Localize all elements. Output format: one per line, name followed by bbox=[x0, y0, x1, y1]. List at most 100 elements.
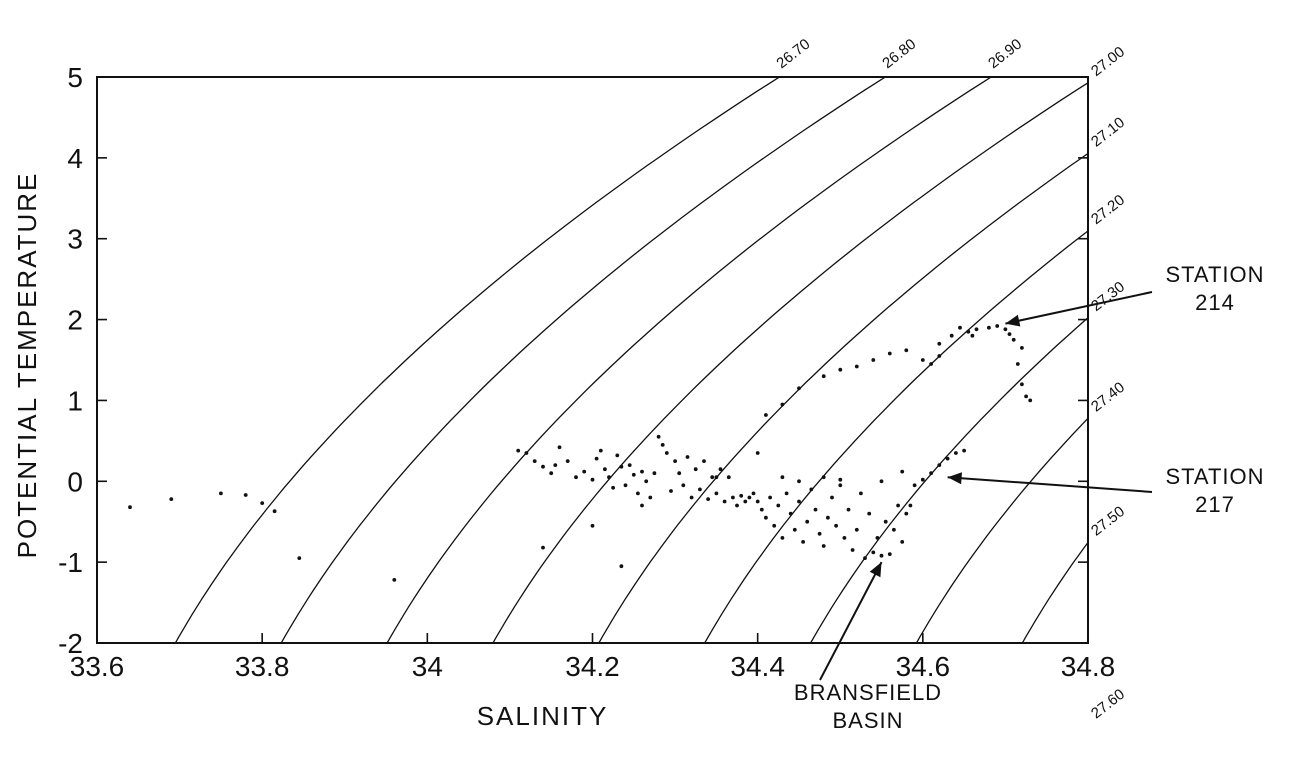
data-point bbox=[743, 499, 748, 504]
isopycnal-label: 27.30 bbox=[1088, 278, 1128, 315]
isopycnal-label: 27.60 bbox=[1088, 686, 1128, 723]
data-point bbox=[615, 453, 620, 458]
isopycnal-label: 27.50 bbox=[1088, 503, 1128, 540]
isopycnal-lines bbox=[174, 61, 1293, 659]
data-point bbox=[842, 536, 847, 540]
data-point bbox=[272, 509, 277, 514]
y-tick-label: 3 bbox=[67, 224, 83, 255]
data-point bbox=[937, 341, 942, 346]
data-point bbox=[772, 523, 777, 528]
isopycnal-label: 26.70 bbox=[773, 36, 813, 73]
isopycnal-line bbox=[598, 152, 1088, 643]
data-point bbox=[644, 479, 649, 484]
data-point bbox=[710, 475, 715, 480]
data-point bbox=[937, 354, 942, 358]
data-point bbox=[995, 324, 1000, 328]
data-point bbox=[648, 495, 653, 500]
isopycnal-line bbox=[1225, 61, 1293, 659]
data-point bbox=[392, 578, 397, 582]
y-tick-label: 0 bbox=[67, 466, 83, 497]
data-point bbox=[636, 491, 640, 496]
annotation-arrowhead bbox=[1005, 314, 1021, 327]
data-point bbox=[685, 455, 690, 459]
data-point bbox=[768, 495, 772, 500]
data-point bbox=[524, 451, 529, 455]
data-point bbox=[640, 469, 644, 474]
isopycnal-label: 27.00 bbox=[1088, 43, 1128, 80]
data-point bbox=[1020, 382, 1024, 387]
data-point bbox=[1024, 394, 1028, 399]
data-point bbox=[532, 459, 537, 463]
data-point bbox=[574, 475, 578, 480]
annotation-label: BRANSFIELD bbox=[794, 680, 942, 705]
isopycnal-label: 27.20 bbox=[1088, 192, 1128, 229]
data-point bbox=[619, 564, 624, 569]
isopycnal-line bbox=[703, 230, 1088, 643]
data-point bbox=[553, 463, 558, 467]
data-point bbox=[726, 475, 731, 480]
data-point bbox=[582, 469, 587, 474]
y-tick-label: 5 bbox=[67, 62, 83, 93]
data-points bbox=[128, 324, 1033, 582]
data-point bbox=[664, 451, 669, 455]
data-point bbox=[904, 348, 909, 353]
data-point bbox=[792, 527, 797, 532]
data-point bbox=[784, 491, 789, 496]
isopycnal-label: 27.40 bbox=[1088, 379, 1128, 416]
data-point bbox=[776, 503, 781, 508]
annotation-label: STATION bbox=[1165, 262, 1264, 287]
data-point bbox=[920, 477, 925, 482]
data-point bbox=[698, 487, 702, 492]
data-point bbox=[838, 367, 843, 372]
data-point bbox=[805, 519, 810, 524]
isopycnal-line bbox=[174, 77, 781, 643]
x-tick-label: 34.8 bbox=[1061, 651, 1116, 682]
data-point bbox=[871, 358, 876, 362]
annotation-label: 214 bbox=[1195, 290, 1235, 315]
isopycnal-label: 27.10 bbox=[1088, 114, 1128, 151]
data-point bbox=[731, 495, 735, 500]
data-point bbox=[883, 519, 888, 524]
isopycnal-line bbox=[280, 77, 887, 643]
annotation-arrow-line bbox=[947, 476, 1153, 493]
data-point bbox=[673, 459, 677, 463]
data-point bbox=[863, 556, 867, 560]
data-point bbox=[797, 479, 801, 484]
data-point bbox=[677, 471, 682, 476]
data-point bbox=[722, 499, 727, 504]
x-tick-label: 34.6 bbox=[896, 651, 951, 682]
data-point bbox=[598, 448, 603, 453]
x-tick-label: 33.6 bbox=[70, 651, 125, 682]
data-point bbox=[541, 464, 545, 469]
data-point bbox=[681, 483, 686, 488]
x-tick-label: 33.8 bbox=[235, 651, 290, 682]
data-point bbox=[871, 550, 876, 555]
data-point bbox=[780, 475, 785, 480]
data-point bbox=[879, 479, 884, 484]
data-point bbox=[875, 536, 880, 540]
isopycnal-label: 26.80 bbox=[879, 36, 919, 73]
data-point bbox=[887, 351, 892, 356]
isopycnal-line bbox=[915, 417, 1088, 643]
data-point bbox=[689, 495, 694, 500]
annotation-label: BASIN bbox=[832, 708, 903, 733]
data-point bbox=[627, 463, 632, 467]
data-point bbox=[702, 459, 706, 463]
annotations: STATION 214 STATION 217 BRANSFIELD BASIN bbox=[794, 262, 1264, 733]
data-point bbox=[607, 475, 611, 480]
data-point bbox=[887, 552, 892, 556]
data-point bbox=[1007, 332, 1012, 336]
data-point bbox=[987, 325, 991, 330]
data-point bbox=[1011, 337, 1016, 342]
data-point bbox=[1020, 346, 1024, 350]
plot-frame bbox=[96, 76, 1089, 644]
data-point bbox=[813, 507, 818, 512]
data-point bbox=[821, 374, 826, 379]
isopycnal-line bbox=[1021, 541, 1088, 643]
data-point bbox=[826, 515, 830, 520]
y-tick-label: 2 bbox=[67, 305, 83, 336]
data-point bbox=[751, 491, 756, 496]
annotation-arrowhead bbox=[947, 472, 962, 485]
data-point bbox=[867, 511, 872, 516]
data-point bbox=[739, 493, 744, 498]
